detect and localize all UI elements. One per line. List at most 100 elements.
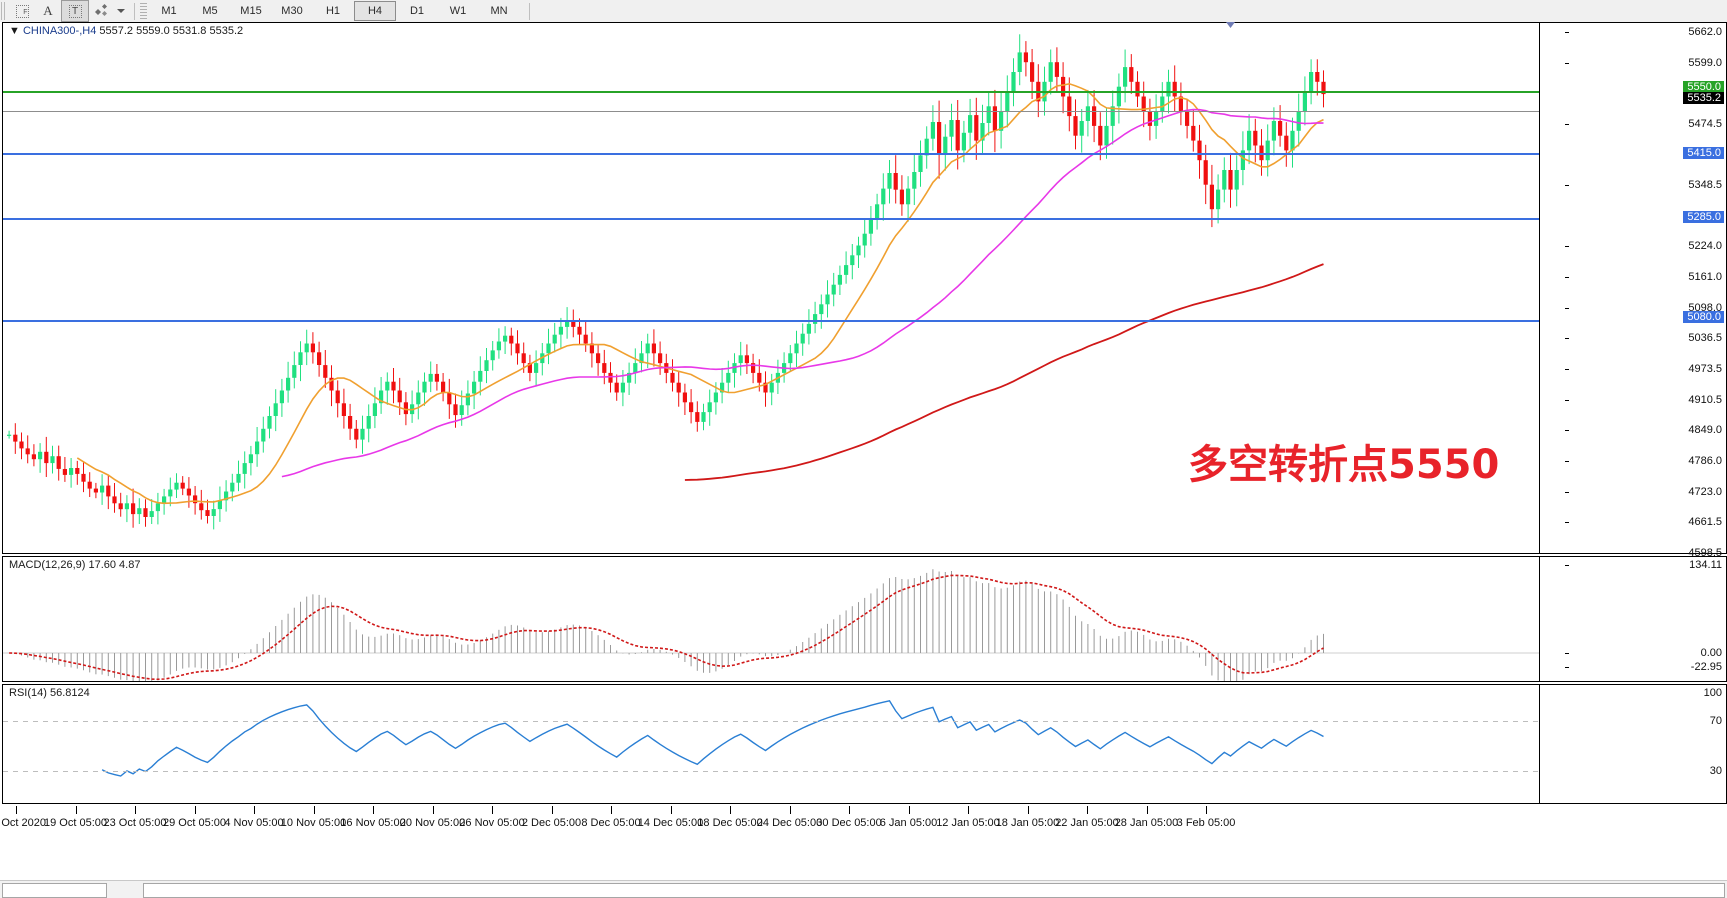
macd-pane[interactable]: MACD(12,26,9) 17.60 4.87 134.11 0.00 -22.9… <box>2 556 1727 682</box>
timeframe-w1[interactable]: W1 <box>449 5 467 17</box>
time-tick <box>432 806 434 814</box>
chart-area[interactable]: ▼ CHINA300-,H4 5557.2 5559.0 5531.8 5535… <box>0 22 1727 880</box>
time-tick-label: 12 Jan 05:00 <box>936 817 1000 829</box>
macd-tick <box>1565 653 1569 654</box>
price-tick <box>1565 369 1569 371</box>
rsi-axis[interactable]: 100 70 30 <box>1539 685 1726 803</box>
time-tick-label: 14 Dec 05:00 <box>637 817 704 829</box>
text-box-icon[interactable]: T <box>61 0 89 22</box>
price-tick <box>1565 400 1569 402</box>
time-tick <box>789 806 791 814</box>
timeframe-m5[interactable]: M5 <box>202 5 218 17</box>
level-line-5415[interactable] <box>3 153 1539 155</box>
price-tick <box>1565 522 1569 524</box>
crosshair-icon[interactable]: F <box>9 1 35 21</box>
price-tick-label: 5599.0 <box>1688 56 1722 69</box>
chevron-down-icon[interactable] <box>117 9 125 13</box>
time-tick <box>730 806 731 814</box>
timeframe-h1[interactable]: H1 <box>325 5 341 17</box>
time-tick <box>551 806 553 814</box>
time-tick <box>1146 806 1148 814</box>
time-tick <box>16 806 17 814</box>
price-marker-5080-0[interactable]: 5080.0 <box>1683 311 1724 324</box>
price-tick <box>1565 62 1569 64</box>
horizontal-scrollbar[interactable] <box>0 880 1727 898</box>
timeframe-group: M1 M5 M15 M30 H1 H4 D1 W1 MN <box>149 1 519 21</box>
time-tick-label: 8 Dec 05:00 <box>581 817 641 829</box>
timeframe-m30[interactable]: M30 <box>281 5 303 17</box>
rsi-tick-label: 30 <box>1709 765 1722 777</box>
timeframe-h4[interactable]: H4 <box>354 1 396 21</box>
rsi-level-30 <box>3 771 1539 772</box>
time-tick <box>849 806 850 814</box>
time-tick-label: 20 Nov 05:00 <box>399 817 466 829</box>
price-tick-label: 4849.0 <box>1688 424 1722 437</box>
price-marker-5550-0[interactable]: 5550.0 <box>1683 80 1724 93</box>
price-tick <box>1565 123 1569 125</box>
time-tick <box>670 806 672 814</box>
price-tick-label: 5161.0 <box>1688 271 1722 284</box>
price-tick <box>1565 491 1569 493</box>
time-tick <box>75 806 77 814</box>
price-tick-label: 4723.0 <box>1688 485 1722 498</box>
scrollbar-thumb-main[interactable] <box>143 883 1725 898</box>
cursor-position-marker <box>1226 22 1235 28</box>
time-tick-label: 23 Oct 05:00 <box>103 817 167 829</box>
macd-tick <box>1565 667 1569 668</box>
objects-list-icon[interactable] <box>89 1 115 21</box>
main-toolbar: F A T M1 M5 M15 M30 H1 H4 D1 W1 MN <box>0 0 1727 23</box>
timeframe-m1[interactable]: M1 <box>161 5 177 17</box>
symbol-text: CHINA300-,H4 <box>22 25 97 37</box>
time-tick-label: 4 Nov 05:00 <box>224 817 284 829</box>
price-pane[interactable]: ▼ CHINA300-,H4 5557.2 5559.0 5531.8 5535… <box>2 22 1727 559</box>
time-tick <box>194 806 196 814</box>
level-line-5080[interactable] <box>3 320 1539 322</box>
price-tick <box>1565 461 1569 463</box>
rsi-plot <box>3 685 1539 803</box>
time-tick-label: 28 Jan 05:00 <box>1114 817 1179 829</box>
time-tick <box>611 806 612 814</box>
timeframe-d1[interactable]: D1 <box>409 5 425 17</box>
price-tick <box>1565 338 1569 340</box>
price-tick-label: 4786.0 <box>1688 455 1722 468</box>
price-tick <box>1565 185 1569 187</box>
macd-tick-label: 0.00 <box>1700 647 1722 659</box>
level-line-5550[interactable] <box>3 91 1539 93</box>
toolbar-drag-handle[interactable] <box>1 2 7 20</box>
time-tick-label: 2 Dec 05:00 <box>521 817 582 829</box>
time-tick-label: 3 Feb 05:00 <box>1176 817 1236 829</box>
toolbar-separator-2 <box>529 2 530 20</box>
macd-label: MACD(12,26,9) 17.60 4.87 <box>9 559 141 571</box>
rsi-level-70 <box>3 721 1539 722</box>
time-tick <box>254 806 255 814</box>
timeframe-m15[interactable]: M15 <box>240 5 262 17</box>
time-tick-label: 24 Dec 05:00 <box>756 817 823 829</box>
rsi-tick-label: 100 <box>1703 687 1722 699</box>
time-tick <box>968 806 969 814</box>
price-tick <box>1565 277 1569 279</box>
scrollbar-thumb-left[interactable] <box>2 883 107 898</box>
toolbar-separator <box>134 2 135 20</box>
time-tick <box>1087 806 1088 814</box>
time-tick-label: 13 Oct 2020 <box>0 817 46 829</box>
timeframe-drag-handle[interactable] <box>140 3 147 19</box>
ohlc-text: 5557.2 5559.0 5531.8 5535.2 <box>99 25 244 37</box>
text-label-icon[interactable]: A <box>43 3 53 18</box>
timeframe-mn[interactable]: MN <box>490 5 508 17</box>
level-line-5285[interactable] <box>3 218 1539 220</box>
macd-axis[interactable]: 134.11 0.00 -22.95 <box>1539 557 1726 681</box>
price-axis[interactable]: 5662.0 5599.0 5474.5 5348.5 5224.0 5161.0 5098… <box>1539 23 1726 559</box>
chart-symbol-label: ▼ CHINA300-,H4 5557.2 5559.0 5531.8 5535… <box>9 25 244 37</box>
rsi-tick-label: 70 <box>1709 715 1722 727</box>
macd-chart-svg <box>3 569 1539 681</box>
price-marker-5535-2[interactable]: 5535.2 <box>1683 91 1724 104</box>
price-tick-label: 5036.5 <box>1688 332 1722 345</box>
price-tick <box>1565 430 1569 432</box>
price-marker-5415-0[interactable]: 5415.0 <box>1683 146 1724 159</box>
price-marker-5285-0[interactable]: 5285.0 <box>1683 210 1724 223</box>
macd-tick-label: 134.11 <box>1689 559 1722 571</box>
chart-annotation-text[interactable]: 多空转折点5550 <box>1188 442 1500 488</box>
rsi-pane[interactable]: RSI(14) 56.8124 100 70 30 <box>2 684 1727 804</box>
time-tick-label: 29 Oct 05:00 <box>163 817 226 829</box>
